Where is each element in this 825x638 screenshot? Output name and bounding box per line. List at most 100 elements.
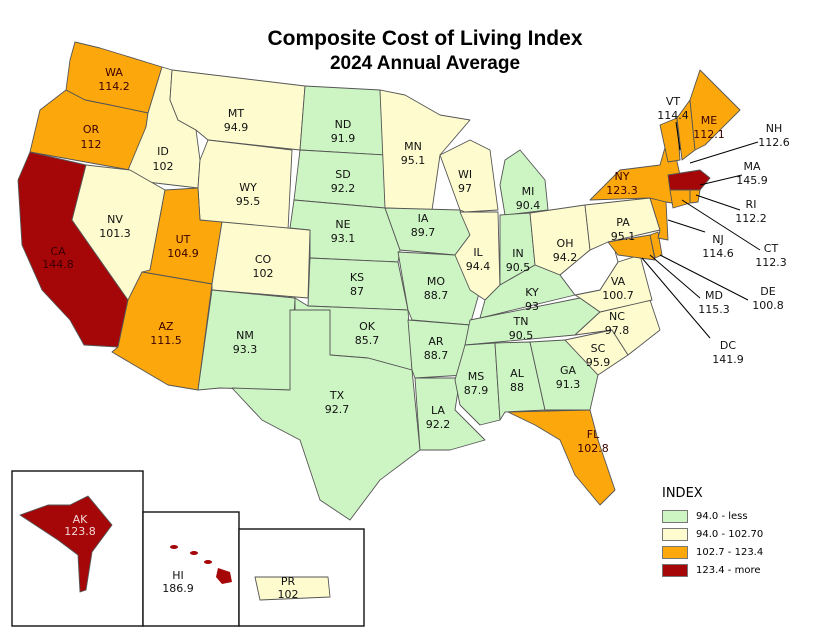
label-in-abbr: IN: [512, 247, 523, 260]
state-fl[interactable]: [507, 409, 616, 506]
label-hi-value: 186.9: [162, 582, 194, 595]
state-ak[interactable]: [19, 495, 113, 593]
map-subtitle: 2024 Annual Average: [329, 53, 521, 74]
label-pa-value: 95.1: [611, 230, 636, 243]
state-ri[interactable]: [689, 189, 701, 204]
label-ky-value: 93: [525, 300, 539, 313]
label-ia-value: 89.7: [411, 226, 436, 239]
legend-item: 102.7 - 123.4: [662, 543, 763, 561]
label-ok-value: 85.7: [355, 334, 380, 347]
label-ks-abbr: KS: [350, 271, 364, 284]
state-az[interactable]: [111, 271, 213, 391]
label-ct-abbr: CT: [764, 242, 779, 255]
label-ks-value: 87: [350, 285, 364, 298]
label-tx-abbr: TX: [329, 389, 345, 402]
label-sc-abbr: SC: [591, 342, 606, 355]
label-mo-abbr: MO: [427, 275, 445, 288]
label-wy-abbr: WY: [239, 181, 257, 194]
state-md[interactable]: [607, 234, 656, 261]
label-pr-value: 102: [278, 588, 299, 601]
label-md-abbr: MD: [705, 289, 723, 302]
label-nj-value: 114.6: [702, 247, 734, 260]
label-md-value: 115.3: [698, 303, 730, 316]
label-ny-value: 123.3: [606, 184, 638, 197]
label-nv-abbr: NV: [107, 213, 123, 226]
label-al-abbr: AL: [510, 367, 525, 380]
label-id-value: 102: [153, 160, 174, 173]
state-me[interactable]: [689, 69, 741, 151]
label-ne-abbr: NE: [335, 218, 350, 231]
label-ak-abbr: AK: [73, 513, 89, 526]
label-ma-value: 145.9: [736, 174, 768, 187]
label-or-abbr: OR: [83, 123, 100, 136]
label-oh-value: 94.2: [553, 251, 578, 264]
leader-lines: [641, 121, 761, 339]
state-ct[interactable]: [669, 189, 691, 209]
label-ut-value: 104.9: [167, 247, 199, 260]
inset-hawaii: [142, 511, 240, 627]
label-ca-value: 144.8: [42, 258, 74, 271]
legend-label: 123.4 - more: [696, 564, 761, 576]
label-vt-value: 114.4: [657, 109, 689, 122]
legend: INDEX 94.0 - less 94.0 - 102.70 102.7 - …: [662, 486, 763, 579]
label-sd-abbr: SD: [335, 168, 350, 181]
state-tx[interactable]: [231, 309, 421, 521]
label-ga-abbr: GA: [560, 364, 577, 377]
label-me-abbr: ME: [701, 114, 717, 127]
state-ks[interactable]: [307, 257, 409, 311]
label-tn-value: 90.5: [509, 329, 534, 342]
legend-swatch-mid-low: [662, 527, 688, 541]
state-al[interactable]: [494, 341, 546, 421]
label-mn-value: 95.1: [401, 154, 426, 167]
label-ct-value: 112.3: [755, 256, 787, 269]
legend-label: 94.0 - less: [696, 510, 748, 522]
label-ut-abbr: UT: [176, 233, 191, 246]
state-ar[interactable]: [407, 319, 471, 379]
label-ar-value: 88.7: [424, 349, 449, 362]
state-vt[interactable]: [659, 117, 681, 163]
label-al-value: 88: [510, 381, 524, 394]
label-ma-abbr: MA: [743, 160, 760, 173]
label-mt-abbr: MT: [228, 107, 244, 120]
state-wi[interactable]: [439, 139, 499, 213]
label-il-abbr: IL: [473, 246, 483, 259]
map-title: Composite Cost of Living Index: [267, 27, 583, 50]
label-ca-abbr: CA: [50, 245, 66, 258]
label-co-abbr: CO: [255, 253, 272, 266]
legend-title: INDEX: [662, 486, 703, 501]
label-pa-abbr: PA: [616, 216, 630, 229]
state-pr[interactable]: [254, 576, 331, 601]
label-nc-value: 97.8: [605, 324, 630, 337]
label-or-value: 112: [81, 138, 102, 151]
label-nv-value: 101.3: [99, 227, 131, 240]
label-co-value: 102: [253, 267, 274, 280]
label-la-abbr: LA: [431, 404, 445, 417]
label-dc-abbr: DC: [720, 339, 736, 352]
label-mt-value: 94.9: [224, 121, 249, 134]
state-hi[interactable]: [170, 545, 232, 584]
legend-item: 123.4 - more: [662, 561, 763, 579]
label-de-abbr: DE: [760, 285, 775, 298]
label-in-value: 90.5: [506, 261, 531, 274]
legend-swatch-mid-high: [662, 545, 688, 559]
label-me-value: 112.1: [693, 128, 725, 141]
label-fl-value: 102.8: [577, 442, 609, 455]
state-labels: WA 114.2 OR 112 CA 144.8 ID 102 MT 94.9 …: [42, 66, 790, 601]
label-va-value: 100.7: [602, 289, 634, 302]
state-il[interactable]: [454, 211, 501, 301]
label-hi-abbr: HI: [172, 569, 184, 582]
label-de-value: 100.8: [752, 299, 784, 312]
label-mi-abbr: MI: [522, 185, 535, 198]
label-sd-value: 92.2: [331, 182, 356, 195]
label-pr-abbr: PR: [281, 575, 296, 588]
label-ar-abbr: AR: [428, 335, 444, 348]
state-pa[interactable]: [584, 197, 661, 251]
label-wi-abbr: WI: [458, 168, 472, 181]
label-ms-value: 87.9: [464, 384, 489, 397]
legend-label: 94.0 - 102.70: [696, 528, 764, 540]
label-ky-abbr: KY: [525, 286, 539, 299]
label-wi-value: 97: [458, 182, 472, 195]
label-wy-value: 95.5: [236, 195, 261, 208]
label-ne-value: 93.1: [331, 232, 356, 245]
label-fl-abbr: FL: [587, 428, 600, 441]
